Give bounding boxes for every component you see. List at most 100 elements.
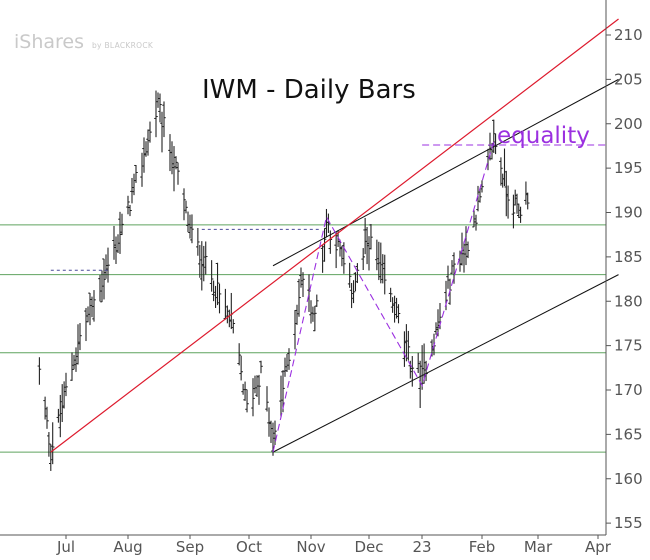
ohlc-bar-19 [90,296,94,318]
ohlc-bar-106 [334,231,338,269]
y-tick-label-155: 155 [614,514,643,532]
ohlc-bar-74 [243,381,247,401]
ohlc-bar-76 [251,378,255,417]
ohlc-bar-13 [74,347,78,372]
ohlc-bar-40 [148,121,152,143]
ohlc-bar-58 [200,241,204,291]
ohlc-bar-29 [118,211,122,254]
ohlc-bar-82 [267,407,271,437]
ohlc-bar-3 [47,432,51,457]
ohlc-bar-71 [237,343,241,366]
y-tick-label-185: 185 [614,248,643,266]
ohlc-bar-32 [128,204,132,217]
ohlc-bar-49 [174,156,178,170]
ohlc-bar-159 [478,189,482,203]
ohlc-bar-119 [367,236,371,271]
ohlc-bar-4 [49,444,53,471]
ohlc-bar-87 [281,370,285,413]
ohlc-bar-116 [361,248,365,271]
ohlc-bar-102 [322,228,327,262]
ohlc-bar-129 [394,297,399,319]
ohlc-bar-30 [120,213,124,236]
ohlc-bar-42 [156,92,160,108]
ohlc-bar-69 [229,292,234,330]
ohlc-bar-101 [320,245,325,273]
ohlc-bar-47 [170,141,174,175]
ohlc-bar-121 [375,239,379,271]
ohlc-bar-48 [172,146,176,192]
ohlc-bar-77 [253,375,257,394]
ohlc-bar-97 [309,300,313,324]
ohlc-bar-20 [92,290,96,322]
ohlc-bar-73 [241,383,245,395]
x-tick-label-2: Sep [176,538,204,556]
ohlc-bar-125 [382,254,387,295]
ohlc-bars [37,90,530,471]
ohlc-bar-22 [100,270,104,303]
ohlc-bar-56 [196,228,200,256]
ohlc-bar-126 [388,287,393,303]
ohlc-bar-24 [104,254,108,279]
y-tick-label-165: 165 [614,425,643,443]
ohlc-bar-177 [525,192,530,210]
x-tick-label-1: Aug [113,538,142,556]
ohlc-bar-88 [283,357,287,377]
ohlc-bar-118 [365,226,369,265]
ohlc-bar-51 [182,188,186,221]
ohlc-bar-170 [506,185,510,219]
wave-projection-path [272,141,495,453]
equality-annotation: equality [497,123,590,149]
y-tick-label-205: 205 [614,70,643,88]
ohlc-bar-149 [450,260,454,275]
ohlc-bar-83 [269,420,273,443]
x-tick-label-5: Dec [354,538,383,556]
ohlc-bar-52 [184,200,188,214]
ohlc-bar-55 [190,214,194,244]
ohlc-bar-90 [287,348,291,370]
x-tick-label-9: Apr [585,538,612,556]
y-tick-label-160: 160 [614,470,643,488]
ohlc-bar-147 [446,265,450,289]
ohlc-bar-166 [499,157,503,186]
ohlc-bar-150 [452,252,456,284]
ohlc-bar-111 [347,262,352,288]
ohlc-bar-54 [188,214,192,239]
ohlc-bar-26 [112,225,116,260]
ohlc-bar-155 [466,241,470,259]
ohlc-bar-75 [245,389,249,413]
channel-lower-line [272,274,619,453]
ohlc-bar-91 [293,310,297,350]
ohlc-bar-15 [78,323,82,351]
ohlc-bar-124 [380,254,385,284]
ohlc-bar-67 [225,305,230,324]
channel-upper-line [272,78,619,267]
x-tick-label-0: Jul [56,538,75,556]
ohlc-bar-96 [307,274,311,312]
ohlc-bar-5 [50,422,55,465]
y-tick-label-200: 200 [614,115,643,133]
ohlc-bar-136 [416,352,420,373]
ohlc-bar-41 [154,90,158,138]
ohlc-bar-99 [313,305,317,332]
ohlc-bar-72 [239,355,243,381]
ohlc-bar-14 [76,324,80,365]
ohlc-bar-21 [98,274,102,302]
ohlc-bar-117 [363,217,367,255]
ohlc-bar-62 [211,280,216,302]
ohlc-bar-11 [70,352,74,381]
x-tick-label-8: Mar [524,538,553,556]
horizontal-levels [0,224,606,453]
ohlc-bar-35 [134,164,138,183]
ohlc-bar-44 [160,111,164,153]
ohlc-bar-43 [158,93,162,123]
ishares-logo: iShares [14,31,84,53]
ohlc-bar-12 [72,354,76,370]
x-tick-label-3: Oct [236,538,262,556]
ohlc-bar-85 [273,420,277,446]
ohlc-bar-80 [259,360,263,374]
ohlc-bar-100 [315,294,319,307]
chart-title: IWM - Daily Bars [202,75,416,105]
ohlc-bar-127 [390,297,395,313]
